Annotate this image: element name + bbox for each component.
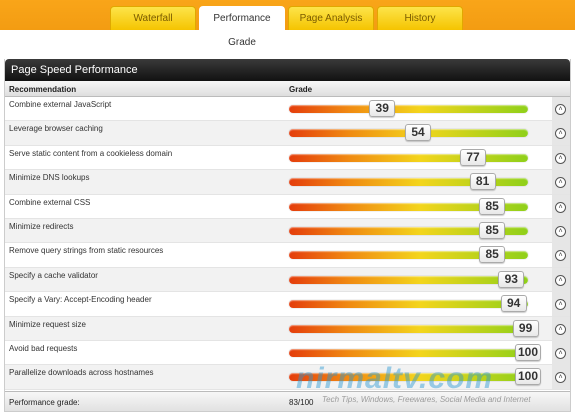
recommendation-label: Avoid bad requests [9, 343, 78, 353]
recommendation-label: Remove query strings from static resourc… [9, 246, 164, 256]
chevron-up-icon: ˄ [555, 274, 566, 286]
expand-button[interactable]: ˄ [552, 340, 570, 365]
chevron-up-icon: ˄ [555, 201, 566, 213]
grade-bar [289, 275, 528, 284]
column-header-grade: Grade [289, 85, 313, 94]
watermark-tagline: Tech Tips, Windows, Freewares, Social Me… [322, 395, 531, 404]
chevron-up-icon: ˄ [555, 225, 566, 237]
recommendation-row[interactable]: Combine external CSS 85 ˄ [5, 194, 570, 219]
expand-button[interactable]: ˄ [552, 121, 570, 146]
grade-score-badge: 85 [479, 221, 506, 239]
top-band [0, 0, 575, 30]
grade-score-badge: 93 [498, 270, 525, 288]
recommendation-row[interactable]: Combine external JavaScript 39 ˄ [5, 97, 570, 122]
expand-button[interactable]: ˄ [552, 97, 570, 121]
recommendation-row[interactable]: Leverage browser caching 54 ˄ [5, 121, 570, 146]
performance-grade-value: 83/100 [289, 398, 314, 407]
expand-button[interactable]: ˄ [552, 316, 570, 341]
grade-score-badge: 77 [460, 148, 487, 166]
recommendation-row[interactable]: Minimize request size 99 ˄ [5, 316, 570, 341]
expand-button[interactable]: ˄ [552, 145, 570, 170]
grade-score-badge: 54 [405, 124, 432, 142]
grade-bar [289, 202, 528, 211]
tab-performance-grade[interactable]: Performance Grade [199, 6, 285, 48]
recommendation-label: Minimize redirects [9, 221, 74, 231]
recommendation-label: Combine external CSS [9, 197, 91, 207]
recommendation-row[interactable]: Avoid bad requests 100 ˄ [5, 340, 570, 366]
recommendation-label: Parallelize downloads across hostnames [9, 368, 154, 378]
recommendation-label: Serve static content from a cookieless d… [9, 148, 173, 158]
grade-bar [289, 373, 528, 382]
expand-button[interactable]: ˄ [552, 243, 570, 268]
chevron-up-icon: ˄ [555, 299, 566, 311]
tab-bar: Waterfall Performance Grade Page Analysi… [110, 6, 463, 48]
tab-history[interactable]: History [377, 6, 463, 30]
chevron-up-icon: ˄ [555, 347, 566, 359]
grade-bar [289, 300, 528, 309]
chevron-up-icon: ˄ [555, 177, 566, 189]
chevron-up-icon: ˄ [555, 128, 566, 140]
expand-button[interactable]: ˄ [552, 194, 570, 219]
chevron-up-icon: ˄ [555, 250, 566, 262]
grade-score-badge: 100 [515, 368, 541, 386]
grade-score-badge: 100 [515, 343, 541, 361]
recommendation-row[interactable]: Parallelize downloads across hostnames 10… [5, 365, 570, 390]
chevron-up-icon: ˄ [555, 372, 566, 384]
grade-bar [289, 324, 528, 333]
grade-bar [289, 251, 528, 260]
performance-grade-footer: Performance grade: 83/100 [5, 391, 570, 411]
panel-title: Page Speed Performance [5, 59, 570, 81]
expand-button[interactable]: ˄ [552, 292, 570, 317]
tab-waterfall[interactable]: Waterfall [110, 6, 196, 30]
recommendation-row[interactable]: Minimize DNS lookups 81 ˄ [5, 170, 570, 195]
expand-button[interactable]: ˄ [552, 170, 570, 195]
chevron-up-icon: ˄ [555, 104, 566, 115]
grade-bar [289, 153, 528, 162]
expand-button[interactable]: ˄ [552, 218, 570, 243]
watermark-logo: nirmaltv.com [296, 362, 494, 395]
recommendation-row[interactable]: Minimize redirects 85 ˄ [5, 218, 570, 244]
recommendation-row[interactable]: Serve static content from a cookieless d… [5, 145, 570, 171]
recommendation-label: Specify a cache validator [9, 270, 98, 280]
grade-score-badge: 81 [469, 173, 496, 191]
recommendation-row[interactable]: Remove query strings from static resourc… [5, 243, 570, 268]
recommendation-row[interactable]: Specify a cache validator 93 ˄ [5, 267, 570, 293]
recommendation-label: Leverage browser caching [9, 124, 103, 134]
grade-score-badge: 85 [479, 197, 506, 215]
recommendation-row[interactable]: Specify a Vary: Accept-Encoding header 94… [5, 292, 570, 317]
grade-score-badge: 85 [479, 246, 506, 264]
chevron-up-icon: ˄ [555, 152, 566, 164]
recommendation-label: Minimize request size [9, 319, 86, 329]
recommendation-label: Combine external JavaScript [9, 100, 112, 109]
tab-page-analysis[interactable]: Page Analysis [288, 6, 374, 30]
grade-bar [289, 348, 528, 357]
page-speed-panel: Page Speed Performance Recommendation Gr… [4, 59, 571, 412]
expand-button[interactable]: ˄ [552, 267, 570, 292]
recommendation-list: Combine external JavaScript 39 ˄ Leverage b… [5, 97, 570, 390]
column-header-row: Recommendation Grade [5, 81, 570, 97]
grade-score-badge: 99 [512, 319, 539, 337]
recommendation-label: Specify a Vary: Accept-Encoding header [9, 295, 152, 305]
grade-score-badge: 39 [369, 100, 396, 117]
expand-button[interactable]: ˄ [552, 365, 570, 390]
recommendation-label: Minimize DNS lookups [9, 173, 90, 183]
grade-score-badge: 94 [500, 295, 527, 313]
grade-bar [289, 105, 528, 113]
column-header-recommendation: Recommendation [9, 85, 77, 94]
grade-bar [289, 226, 528, 235]
grade-bar [289, 178, 528, 187]
performance-grade-label: Performance grade: [9, 398, 80, 407]
chevron-up-icon: ˄ [555, 323, 566, 335]
